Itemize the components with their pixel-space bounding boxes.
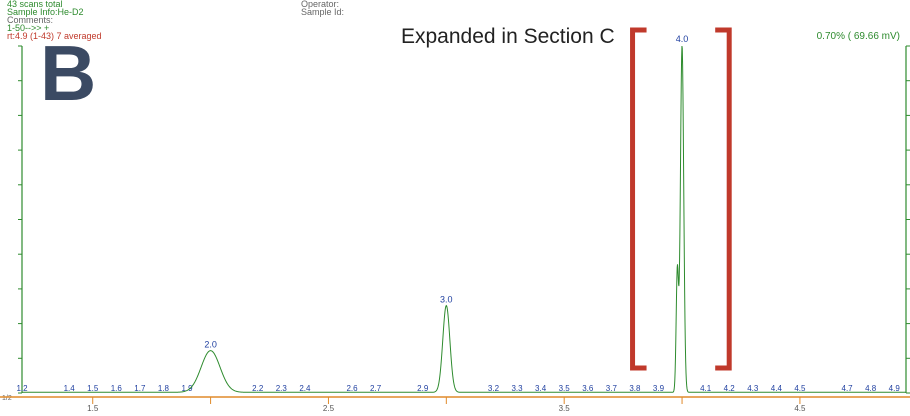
baseline-label: 1.9 — [181, 384, 193, 393]
baseline-label: 4.1 — [700, 384, 712, 393]
rt-averaged: rt:4.9 (1-43) 7 averaged — [7, 31, 102, 41]
baseline-label: 1.8 — [158, 384, 170, 393]
baseline-label: 1.7 — [134, 384, 146, 393]
baseline-label: 3.2 — [488, 384, 500, 393]
x-tick-label: 2.5 — [323, 404, 335, 413]
operator-label: Operator: — [301, 0, 340, 9]
bracket-left — [630, 27, 647, 371]
baseline-label: 3.9 — [653, 384, 665, 393]
chart-frame — [21, 46, 907, 393]
baseline-label: 2.7 — [370, 384, 382, 393]
scan-range: 1-50-->> + — [7, 23, 50, 33]
baseline-label: 2.4 — [299, 384, 311, 393]
baseline-label: 4.3 — [747, 384, 759, 393]
baseline-label: 1.4 — [64, 384, 76, 393]
baseline-label: 4.5 — [794, 384, 806, 393]
baseline-label: 4.8 — [865, 384, 877, 393]
y-corner-label: 1/2 — [2, 395, 12, 402]
bracket-right — [715, 27, 732, 371]
x-tick-label: 3.5 — [559, 404, 571, 413]
baseline-label: 4.7 — [842, 384, 854, 393]
comments: Comments: — [7, 15, 54, 25]
baseline-label: 1.2 — [16, 384, 28, 393]
sample-id-label: Sample Id: — [301, 7, 345, 17]
x-axis: 1.5 2.5 3.5 4.5 — [0, 396, 910, 413]
signal-readout: 0.70% ( 69.66 mV) — [816, 31, 900, 42]
peak-label: 3.0 — [440, 294, 453, 304]
baseline-label: 2.9 — [417, 384, 429, 393]
baseline-label: 4.9 — [889, 384, 901, 393]
baseline-label: 2.6 — [346, 384, 358, 393]
peak-labels: 2.0 3.0 4.0 — [204, 34, 688, 349]
scans-total: 43 scans total — [7, 0, 63, 9]
annotation-label: Expanded in Section C — [401, 25, 615, 48]
baseline-label: 3.6 — [582, 384, 594, 393]
baseline-label: 2.3 — [276, 384, 288, 393]
baseline-label: 3.3 — [511, 384, 523, 393]
expansion-bracket — [630, 27, 732, 371]
peak-label: 2.0 — [204, 339, 217, 349]
baseline-label: 3.8 — [629, 384, 641, 393]
sample-info: Sample Info:He-D2 — [7, 7, 84, 17]
baseline-label: 4.2 — [724, 384, 736, 393]
baseline-label: 3.5 — [559, 384, 571, 393]
baseline-labels: 1.2 1.4 1.5 1.6 1.7 1.8 1.9 2.2 2.3 2.4 2.6 2.7 2.9 3… — [16, 384, 900, 393]
panel-letter: B — [40, 29, 97, 117]
y-ticks — [18, 45, 910, 394]
baseline-label: 4.4 — [771, 384, 783, 393]
x-tick-label: 1.5 — [87, 404, 99, 413]
baseline-label: 1.5 — [87, 384, 99, 393]
peak-label: 4.0 — [676, 34, 689, 44]
x-tick-label: 4.5 — [794, 404, 806, 413]
chromatogram-trace — [22, 45, 906, 393]
baseline-label: 2.2 — [252, 384, 264, 393]
baseline-label: 3.7 — [606, 384, 618, 393]
baseline-label: 3.4 — [535, 384, 547, 393]
baseline-label: 1.6 — [111, 384, 123, 393]
